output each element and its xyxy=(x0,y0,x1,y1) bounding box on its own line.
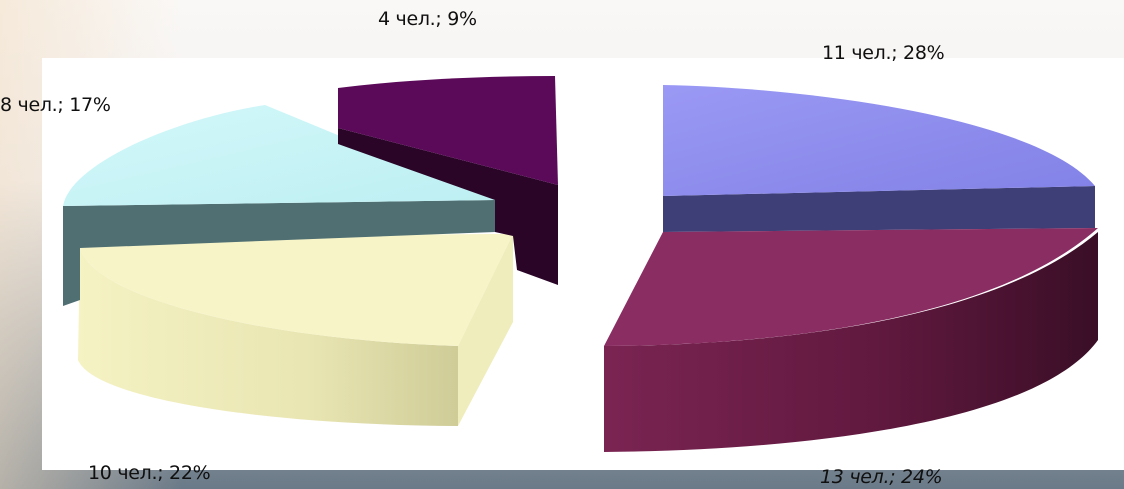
label-slice-13: 13 чел.; 24% xyxy=(820,466,943,488)
slice-8-side xyxy=(63,200,495,306)
slice-10 xyxy=(78,234,513,426)
slice-10-side xyxy=(78,248,458,426)
slice-10-front xyxy=(458,234,513,426)
slice-4-side xyxy=(338,128,558,285)
slice-8 xyxy=(63,105,495,306)
slice-8-top xyxy=(63,105,495,206)
slice-11 xyxy=(663,85,1095,232)
slice-13-side xyxy=(604,232,1098,452)
slice-13 xyxy=(604,228,1098,452)
slice-11-side xyxy=(663,186,1095,232)
slice-4-top xyxy=(338,76,558,185)
label-slice-10: 10 чел.; 22% xyxy=(88,462,211,484)
label-slice-8: 8 чел.; 17% xyxy=(0,94,111,116)
slice-4 xyxy=(338,76,558,285)
label-slice-4: 4 чел.; 9% xyxy=(378,8,477,30)
slice-11-top xyxy=(663,85,1095,196)
slice-13-top xyxy=(604,228,1098,346)
slice-10-top xyxy=(80,234,513,346)
label-slice-11: 11 чел.; 28% xyxy=(822,42,945,64)
